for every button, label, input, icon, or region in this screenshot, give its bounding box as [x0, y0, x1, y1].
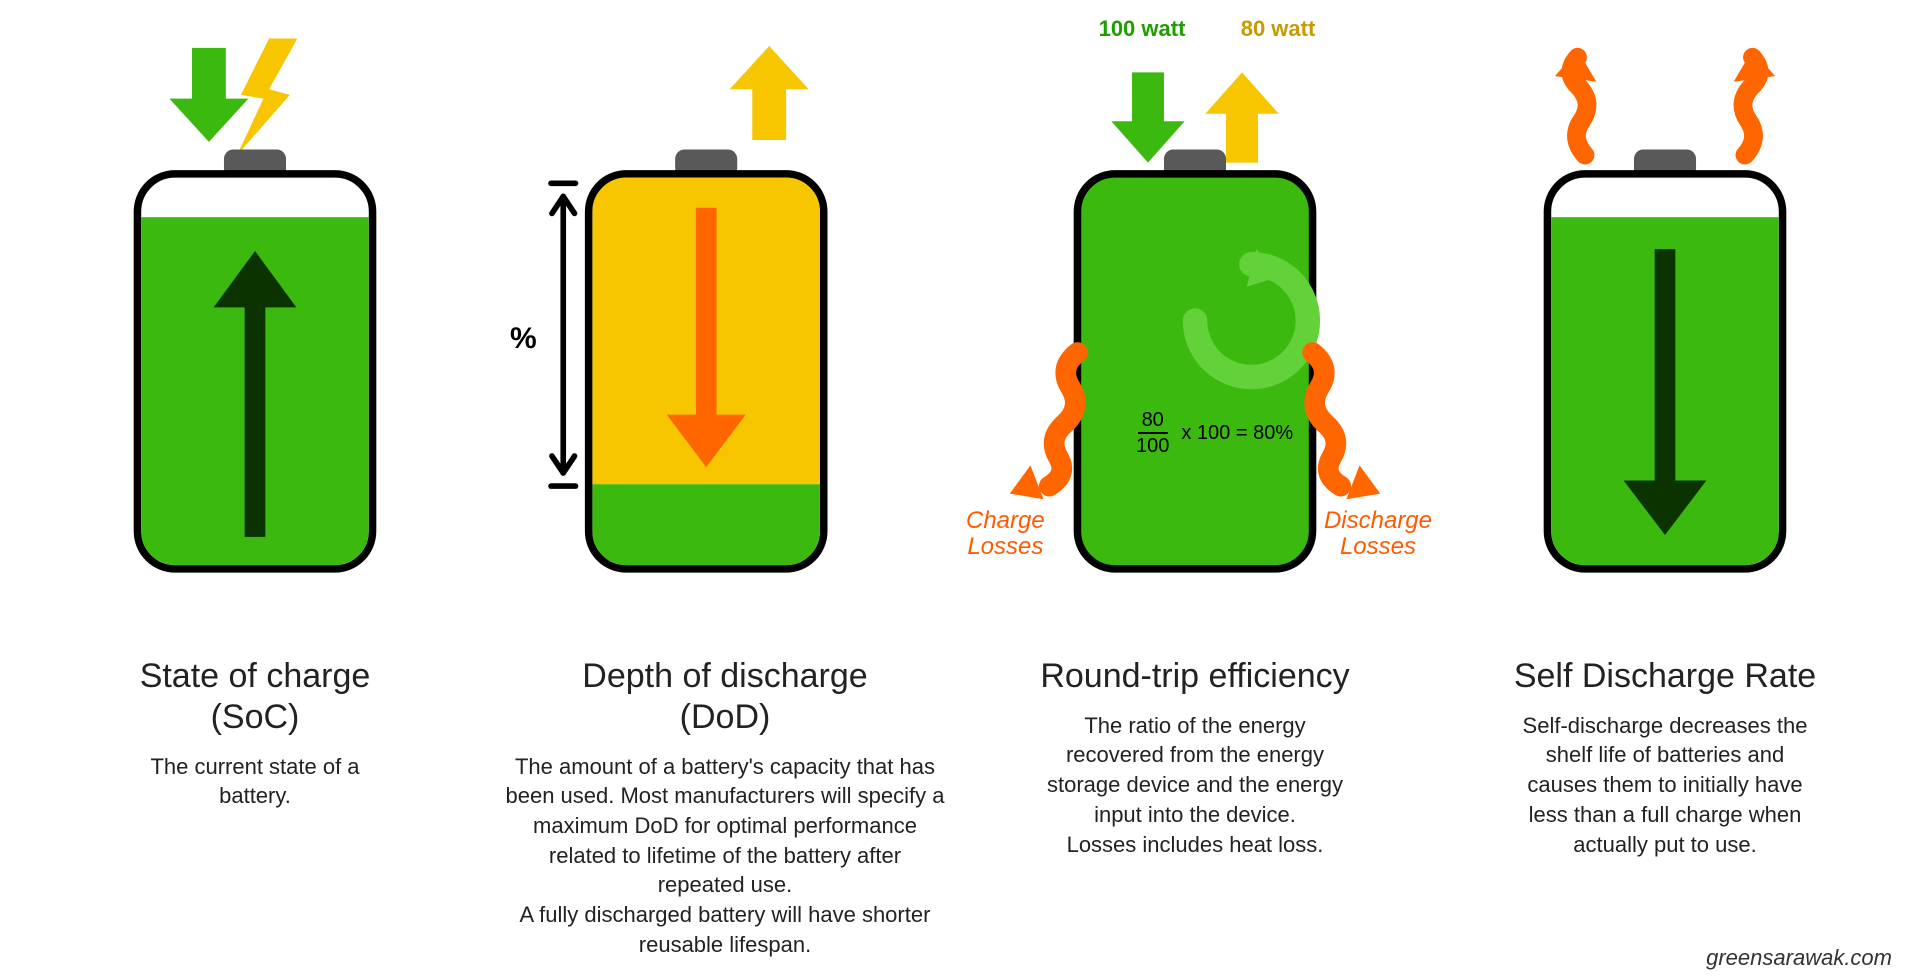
fraction: 80 100: [1132, 410, 1173, 456]
illus-sdr: [1444, 10, 1886, 650]
charge-losses-label: Charge Losses: [966, 508, 1045, 561]
panel-dod: % Depth of discharge (DoD) The amount of…: [490, 10, 960, 959]
fraction-den: 100: [1132, 434, 1173, 456]
title-soc: State of charge (SoC): [140, 656, 371, 738]
yellow-arrow-up-icon: [1205, 72, 1278, 162]
illus-dod: %: [504, 10, 946, 650]
green-arrow-down-icon: [169, 48, 248, 142]
formula-rest: x 100 = 80%: [1181, 422, 1293, 445]
desc-rte: The ratio of the energy recovered from t…: [1047, 711, 1343, 859]
credit: greensarawak.com: [1706, 945, 1892, 971]
svg-dod: [504, 10, 946, 650]
title-sdr: Self Discharge Rate: [1514, 656, 1816, 697]
desc-dod: The amount of a battery's capacity that …: [506, 752, 945, 960]
title-rte: Round-trip efficiency: [1040, 656, 1349, 697]
title-dod: Depth of discharge (DoD): [582, 656, 867, 738]
watt-out-label: 80 watt: [1218, 16, 1338, 42]
desc-soc: The current state of a battery.: [150, 752, 359, 811]
wavy-arrow-right-icon: [1313, 353, 1381, 500]
yellow-arrow-up-icon: [730, 46, 809, 140]
fraction-num: 80: [1138, 410, 1168, 434]
bracket-icon: [551, 183, 575, 486]
desc-sdr: Self-discharge decreases the shelf life …: [1523, 711, 1808, 859]
battery-fill-lower: [592, 484, 820, 567]
wavy-arrow-up-left-icon: [1555, 50, 1596, 155]
svg-sdr: [1444, 10, 1886, 650]
panel-soc: State of charge (SoC) The current state …: [20, 10, 490, 811]
panel-rte: 100 watt 80 watt 80 100 x 100 = 80% Char…: [960, 10, 1430, 859]
illus-rte: 100 watt 80 watt 80 100 x 100 = 80% Char…: [974, 10, 1416, 650]
discharge-losses-label: Discharge Losses: [1324, 508, 1432, 561]
green-arrow-down-icon: [1111, 72, 1184, 162]
infographic-row: State of charge (SoC) The current state …: [0, 0, 1920, 959]
formula: 80 100 x 100 = 80%: [1132, 410, 1293, 456]
svg-soc: [34, 10, 476, 650]
panel-sdr: Self Discharge Rate Self-discharge decre…: [1430, 10, 1900, 859]
illus-soc: [34, 10, 476, 650]
wavy-arrow-up-right-icon: [1734, 50, 1775, 155]
watt-in-label: 100 watt: [1082, 16, 1202, 42]
wavy-arrow-left-icon: [1010, 353, 1078, 500]
percent-label: %: [510, 322, 537, 356]
lightning-icon: [237, 38, 297, 155]
